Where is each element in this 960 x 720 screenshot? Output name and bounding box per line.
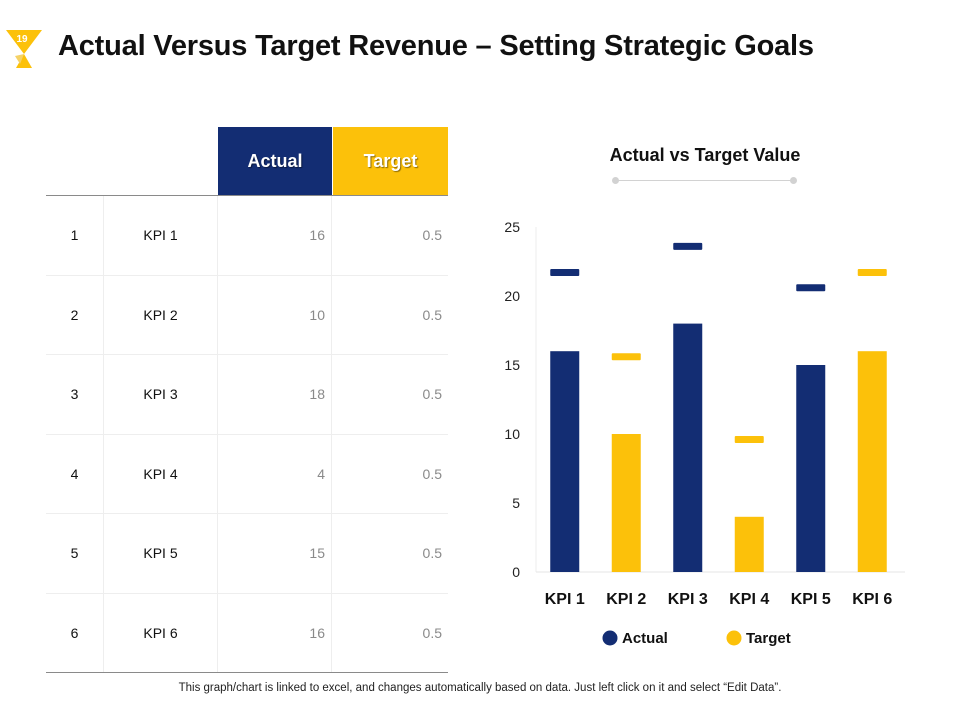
actual-value: 16: [218, 593, 332, 672]
table-row: 2 KPI 2 10 0.5: [46, 275, 448, 355]
target-value: 0.5: [422, 545, 442, 562]
y-tick-label: 20: [504, 288, 520, 304]
kpi-name: KPI 2: [104, 275, 218, 354]
kpi-name: KPI 3: [104, 355, 218, 434]
bar-chart[interactable]: 0 5 10 15 20 25 KPI 1 KPI 2 KPI 3 KPI 4 KPI 5 KPI 6…: [480, 200, 920, 670]
table-row: 3 KPI 3 18 0.5: [46, 355, 448, 435]
kpi-table: Actual Target 1 KPI 1 16 0.5 2 KPI 2 10 0.5 3 KPI…: [46, 127, 448, 673]
target-value: 0.5: [422, 624, 442, 641]
row-index: 6: [46, 593, 104, 672]
row-index: 5: [46, 514, 104, 593]
x-tick-label: KPI 2: [606, 591, 646, 608]
y-tick-label: 25: [504, 219, 520, 235]
footer-note: This graph/chart is linked to excel, and…: [178, 682, 782, 694]
y-tick-label: 10: [504, 426, 520, 442]
marker-actual: [550, 269, 580, 277]
x-tick-label: KPI 1: [545, 591, 585, 608]
actual-value: 4: [218, 434, 332, 513]
bar-target: [857, 351, 887, 572]
bar-actual: [796, 365, 826, 572]
table-header: Actual Target: [46, 127, 448, 196]
marker-actual: [673, 242, 703, 250]
x-tick-label: KPI 6: [852, 591, 892, 608]
y-tick-label: 0: [512, 564, 520, 580]
kpi-name: KPI 4: [104, 434, 218, 513]
bar-target: [734, 516, 764, 572]
header-actual: Actual: [218, 127, 332, 195]
table-row: 6 KPI 6 16 0.5: [46, 593, 448, 673]
x-tick-label: KPI 3: [668, 591, 708, 608]
actual-value: 18: [218, 355, 332, 434]
y-tick-label: 15: [504, 357, 520, 373]
legend-label-target: Target: [746, 630, 791, 647]
divider-dot-left: [612, 177, 619, 184]
bar-actual: [550, 351, 580, 572]
slide-number: 19: [16, 34, 28, 45]
target-value: 0.5: [422, 386, 442, 403]
row-index: 1: [46, 196, 104, 275]
target-value: 0.5: [422, 227, 442, 244]
table-row: 1 KPI 1 16 0.5: [46, 196, 448, 276]
table-row: 4 KPI 4 4 0.5: [46, 434, 448, 514]
table-row: 5 KPI 5 15 0.5: [46, 514, 448, 594]
row-index: 3: [46, 355, 104, 434]
actual-value: 15: [218, 514, 332, 593]
kpi-name: KPI 5: [104, 514, 218, 593]
legend-swatch-target: [726, 630, 742, 646]
actual-value: 16: [218, 196, 332, 275]
y-tick-label: 5: [512, 495, 520, 511]
marker-actual: [796, 284, 826, 292]
title-divider: [615, 180, 794, 181]
actual-value: 10: [218, 275, 332, 354]
marker-target: [857, 269, 887, 277]
page-title: Actual Versus Target Revenue – Setting S…: [58, 30, 814, 62]
slide-number-badge-icon: [6, 30, 42, 68]
target-value: 0.5: [422, 465, 442, 482]
divider-dot-right: [790, 177, 797, 184]
x-tick-label: KPI 5: [791, 591, 831, 608]
kpi-name: KPI 6: [104, 593, 218, 672]
target-value: 0.5: [422, 306, 442, 323]
bar-target: [611, 434, 641, 572]
marker-target: [734, 436, 764, 444]
marker-target: [611, 353, 641, 361]
legend-swatch-actual: [602, 630, 618, 646]
row-index: 2: [46, 275, 104, 354]
kpi-name: KPI 1: [104, 196, 218, 275]
header-target: Target: [333, 127, 448, 195]
x-tick-label: KPI 4: [729, 591, 769, 608]
chart-title: Actual vs Target Value: [609, 145, 801, 165]
row-index: 4: [46, 434, 104, 513]
bar-actual: [673, 323, 703, 572]
legend-label-actual: Actual: [622, 630, 668, 647]
